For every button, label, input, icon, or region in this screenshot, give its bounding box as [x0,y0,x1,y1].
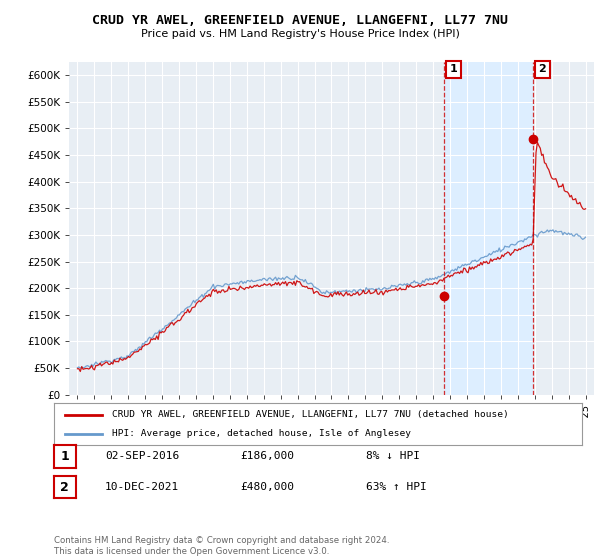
Text: CRUD YR AWEL, GREENFIELD AVENUE, LLANGEFNI, LL77 7NU: CRUD YR AWEL, GREENFIELD AVENUE, LLANGEF… [92,14,508,27]
Text: HPI: Average price, detached house, Isle of Anglesey: HPI: Average price, detached house, Isle… [112,430,411,438]
Text: Contains HM Land Registry data © Crown copyright and database right 2024.
This d: Contains HM Land Registry data © Crown c… [54,536,389,556]
Text: 1: 1 [61,450,69,463]
Bar [445,62,533,395]
Text: 2: 2 [538,64,546,74]
Text: 02-SEP-2016: 02-SEP-2016 [105,451,179,461]
Text: £480,000: £480,000 [240,482,294,492]
Text: 63% ↑ HPI: 63% ↑ HPI [366,482,427,492]
Text: CRUD YR AWEL, GREENFIELD AVENUE, LLANGEFNI, LL77 7NU (detached house): CRUD YR AWEL, GREENFIELD AVENUE, LLANGEF… [112,410,509,419]
Text: 1: 1 [449,64,457,74]
Text: 2: 2 [61,480,69,494]
Text: Price paid vs. HM Land Registry's House Price Index (HPI): Price paid vs. HM Land Registry's House … [140,29,460,39]
Text: 10-DEC-2021: 10-DEC-2021 [105,482,179,492]
Text: 8% ↓ HPI: 8% ↓ HPI [366,451,420,461]
Text: £186,000: £186,000 [240,451,294,461]
